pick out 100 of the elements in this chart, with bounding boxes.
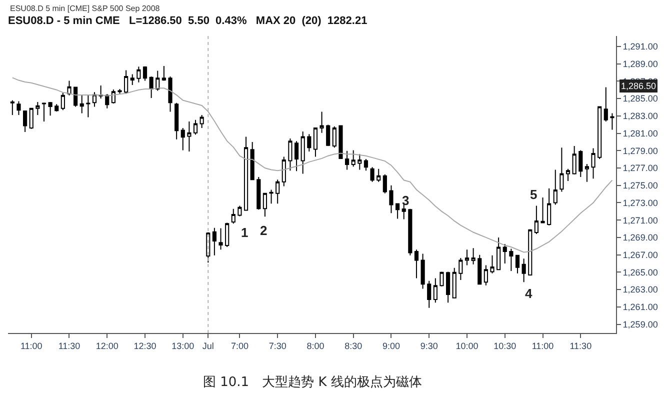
- candlestick: [16, 100, 21, 116]
- candlestick: [29, 108, 34, 130]
- candlestick: [382, 174, 387, 194]
- candlestick: [440, 271, 444, 287]
- y-tick-label: 1,277.00: [622, 163, 658, 174]
- candlestick: [572, 146, 576, 175]
- candlestick: [344, 150, 350, 170]
- candlestick: [560, 147, 564, 192]
- candlestick: [433, 278, 438, 304]
- candlestick: [528, 228, 532, 276]
- candlestick: [118, 88, 122, 94]
- x-tick-label: 11:00: [532, 340, 554, 351]
- candlestick: [174, 102, 179, 140]
- candlestick: [389, 184, 394, 214]
- x-tick-label: 10:00: [456, 340, 478, 351]
- candlestick: [111, 88, 116, 104]
- y-tick-label: 1,279.00: [622, 146, 658, 156]
- candlestick: [427, 280, 432, 308]
- x-tick-label: 8:30: [344, 340, 362, 351]
- x-tick-label: 11:30: [570, 340, 592, 351]
- text: 1,286.50: [621, 81, 656, 91]
- candlestick: [396, 203, 400, 220]
- candlestick: [598, 106, 602, 160]
- candlestick: [262, 192, 268, 218]
- candlestick: [60, 92, 65, 111]
- candlestick: [326, 124, 330, 147]
- candlestick: [105, 94, 110, 109]
- candlestick: [269, 189, 274, 204]
- candlestick: [313, 128, 318, 158]
- candlestick: [610, 112, 614, 130]
- candlestick: [332, 126, 336, 148]
- candlestick: [452, 267, 456, 298]
- candlestick: [10, 100, 14, 116]
- x-tick-label: 10:30: [494, 340, 516, 351]
- candlestick: [276, 179, 280, 204]
- annotation: 4: [525, 286, 533, 301]
- y-tick-label: 1,281.00: [622, 128, 658, 138]
- candlestick: [282, 156, 286, 187]
- candlestick: [496, 236, 501, 270]
- y-tick-label: 1,267.00: [622, 250, 658, 260]
- candlestick: [294, 140, 299, 172]
- annotation: 5: [530, 187, 538, 202]
- candlestick: [149, 76, 154, 99]
- candlestick: [522, 258, 526, 283]
- candlestick: [534, 205, 538, 234]
- candlestick: [98, 85, 103, 100]
- candlestick: [124, 70, 128, 94]
- candlestick: [92, 92, 97, 108]
- candlestick: [54, 104, 59, 112]
- x-tick-label: 7:00: [230, 340, 248, 351]
- candlestick: [162, 66, 166, 82]
- candlestick: [566, 168, 570, 182]
- annotation: 2: [260, 223, 268, 238]
- candlestick: [370, 166, 374, 182]
- candlestick: [142, 66, 148, 82]
- x-tick-label: Jul: [202, 340, 214, 351]
- candlestick: [547, 188, 552, 226]
- y-tick-label: 1,283.00: [622, 111, 658, 122]
- candlestick: [156, 70, 160, 92]
- x-tick-label: 12:30: [134, 340, 156, 351]
- candlestick: [578, 150, 583, 178]
- caption: 图 10.1 大型趋势 K 线的极点为磁体: [203, 375, 422, 390]
- candlestick: [23, 110, 28, 132]
- candlestick: [42, 102, 46, 122]
- candlestick: [74, 86, 78, 108]
- candlestick: [225, 222, 230, 248]
- y-tick-label: 1,259.00: [622, 319, 658, 330]
- candlestick: [484, 264, 488, 286]
- candlestick: [288, 138, 292, 172]
- candlestick: [471, 248, 476, 265]
- candlestick: [376, 168, 381, 182]
- candlestick: [48, 102, 52, 116]
- candlestick: [212, 227, 216, 256]
- candlestick: [130, 74, 134, 86]
- y-tick-label: 1,261.00: [622, 302, 658, 312]
- candlestick: [540, 197, 545, 224]
- candlestick: [420, 253, 425, 290]
- x-tick-label: 9:00: [382, 340, 400, 351]
- candlestick: [478, 254, 482, 285]
- candlestick: [238, 205, 242, 217]
- chart-subtitle: ESU08.D 5 min [CME] S&P 500 Sep 2008: [10, 4, 160, 13]
- candlestick: [193, 119, 198, 136]
- candlestick: [86, 94, 90, 118]
- candlestick: [414, 249, 419, 279]
- candlestick: [187, 121, 192, 152]
- candlestick: [591, 148, 596, 180]
- y-tick-label: 1,273.00: [622, 198, 658, 208]
- x-tick-label: 12:00: [96, 340, 118, 351]
- x-tick-label: 8:00: [306, 340, 324, 351]
- candlestick: [231, 208, 236, 224]
- candlestick: [80, 94, 84, 114]
- x-tick-label: 9:30: [420, 340, 438, 351]
- candlestick: [36, 102, 40, 116]
- candlestick: [338, 124, 343, 160]
- x-tick-label: 11:30: [58, 340, 80, 351]
- x-tick-label: 7:30: [268, 340, 286, 351]
- candlestick: [358, 154, 362, 170]
- y-tick-label: 1,269.00: [622, 232, 658, 243]
- candlestick: [307, 134, 312, 152]
- annotation: 1: [241, 225, 248, 240]
